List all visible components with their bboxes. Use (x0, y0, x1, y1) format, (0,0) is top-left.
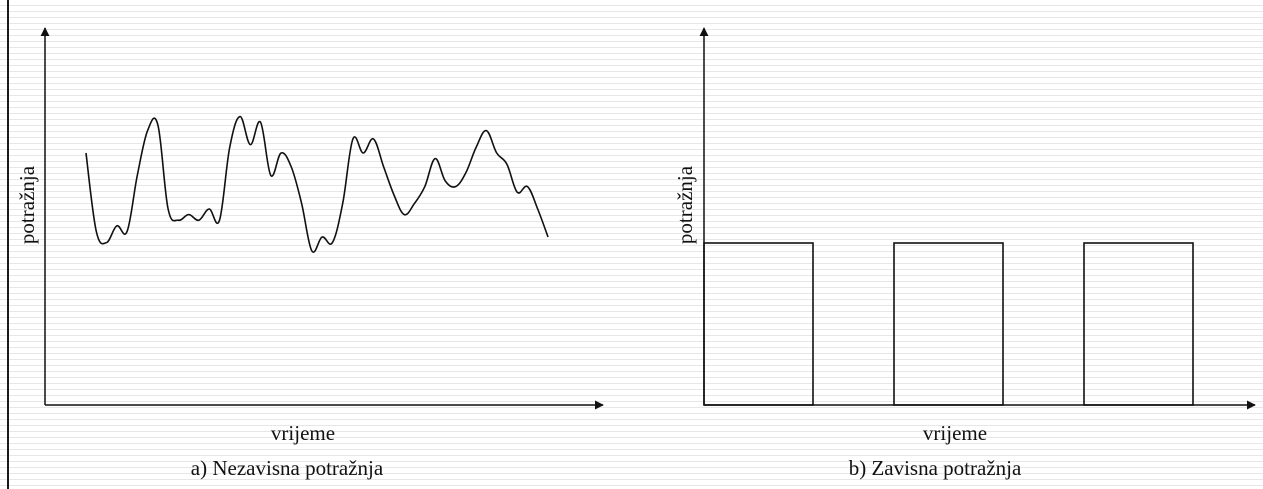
panel-b: potražnja vrijeme b) Zavisna potražnja (673, 27, 1256, 480)
panel-a: potražnja vrijeme a) Nezavisna potražnja (15, 27, 604, 480)
panel-a-x-label: vrijeme (271, 421, 335, 445)
panel-b-bars (703, 242, 1194, 406)
panel-b-x-label: vrijeme (923, 421, 987, 445)
panel-b-bar-1 (703, 242, 814, 406)
panel-a-y-label: potražnja (15, 165, 39, 244)
left-border-line (7, 0, 9, 489)
panel-b-bar-2 (893, 242, 1004, 406)
panel-a-caption: a) Nezavisna potražnja (191, 456, 384, 480)
panel-a-demand-line (85, 115, 549, 253)
panel-b-bar-3 (1083, 242, 1194, 406)
panel-b-y-label: potražnja (673, 165, 697, 244)
panel-b-caption: b) Zavisna potražnja (849, 456, 1022, 480)
panel-a-series-line (85, 115, 549, 253)
